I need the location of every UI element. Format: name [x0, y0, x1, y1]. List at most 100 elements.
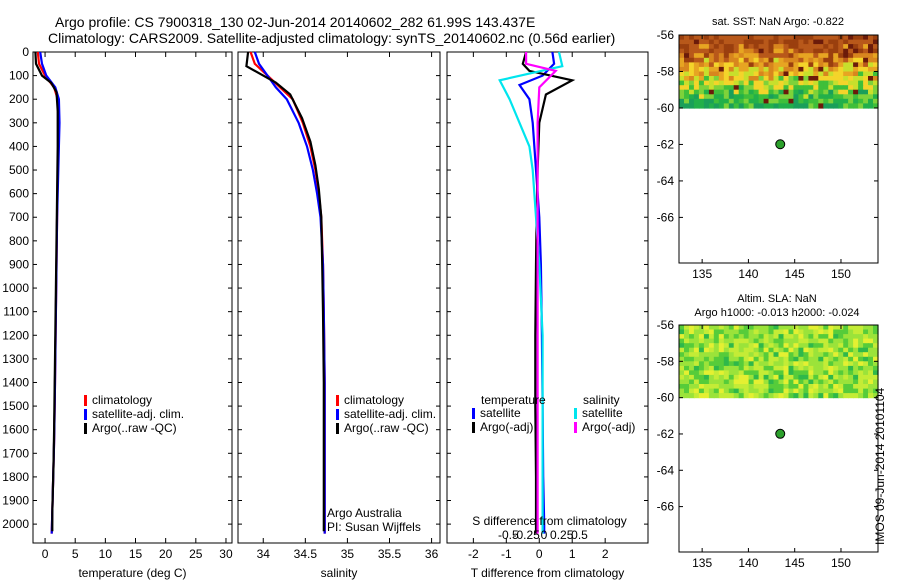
map-cell	[708, 89, 715, 95]
map-cell	[763, 338, 770, 344]
map-cell	[818, 103, 824, 109]
map-cell	[743, 325, 750, 331]
map-cell	[679, 374, 685, 380]
map-cell	[858, 57, 864, 63]
map-cell	[713, 57, 720, 63]
map-cell	[753, 48, 760, 54]
map-cell	[833, 94, 839, 100]
map-cell	[778, 393, 785, 399]
map-cell	[748, 39, 755, 45]
map-cell	[843, 57, 849, 63]
map-cell	[753, 329, 760, 335]
map-cell	[873, 393, 879, 399]
map-cell	[728, 35, 735, 41]
map-cell	[738, 379, 745, 385]
map-cell	[798, 343, 804, 349]
map-cell	[743, 356, 750, 362]
map-cell	[748, 325, 755, 331]
map-cell	[738, 53, 745, 59]
sst-map-panel: sat. SST: NaN Argo: -0.822 135 140 145 150 -5…	[657, 16, 879, 281]
map-cell	[718, 94, 725, 100]
map-cell	[823, 94, 829, 100]
map-cell	[723, 85, 730, 91]
map-cell	[863, 334, 869, 340]
map-cell	[748, 393, 755, 399]
x-tick-label: 10	[99, 547, 113, 561]
map-cell	[743, 53, 750, 59]
map-cell	[803, 62, 809, 68]
y-tick-label: 300	[9, 116, 29, 130]
map-cell	[853, 365, 859, 371]
map-cell	[798, 71, 804, 77]
map-cell	[698, 343, 705, 349]
map-cell	[838, 66, 844, 73]
map-cell	[743, 393, 750, 399]
map-cell	[828, 57, 834, 63]
map-cell	[703, 85, 710, 91]
map-cell	[853, 393, 859, 399]
map-cell	[703, 343, 710, 349]
map-cell	[728, 384, 735, 390]
map-cell	[693, 329, 700, 335]
map-cell	[748, 347, 755, 353]
map-cell	[718, 384, 725, 390]
map-cell	[823, 35, 829, 41]
map-cell	[689, 62, 695, 68]
map-cell	[843, 343, 849, 349]
map-cell	[728, 53, 735, 59]
map-cell	[783, 329, 790, 335]
map-cell	[813, 76, 819, 82]
y-tick-label: 1700	[2, 446, 29, 460]
x-tick-label: 150	[831, 267, 851, 281]
map-cell	[773, 98, 780, 104]
map-cell	[743, 76, 750, 82]
map-cell	[838, 379, 844, 385]
map-cell	[868, 71, 874, 77]
map-cell	[843, 66, 849, 73]
map-cell	[858, 53, 864, 59]
map-cell	[873, 103, 879, 109]
map-cell	[813, 35, 819, 41]
map-cell	[848, 76, 854, 82]
map-cell	[848, 334, 854, 340]
map-cell	[748, 57, 755, 63]
map-cell	[773, 94, 780, 100]
map-cell	[728, 44, 735, 50]
map-cell	[773, 384, 780, 390]
map-cell	[738, 384, 745, 390]
map-cell	[783, 57, 790, 63]
map-cell	[733, 62, 740, 68]
map-cell	[868, 94, 874, 100]
map-cell	[798, 361, 804, 367]
map-cell	[838, 85, 844, 91]
map-cell	[808, 388, 814, 394]
map-cell	[768, 329, 775, 335]
map-cell	[813, 325, 819, 331]
map-cell	[868, 103, 874, 109]
map-cell	[833, 329, 839, 335]
map-cell	[823, 57, 829, 63]
map-cell	[698, 379, 705, 385]
map-cell	[679, 356, 685, 362]
map-cell	[798, 379, 804, 385]
map-cell	[788, 374, 795, 380]
map-cell	[718, 53, 725, 59]
map-cell	[728, 62, 735, 68]
map-cell	[833, 388, 839, 394]
map-cell	[803, 347, 809, 353]
map-cell	[858, 379, 864, 385]
map-cell	[758, 71, 765, 77]
map-cell	[788, 352, 795, 358]
map-cell	[813, 48, 819, 54]
map-cell	[808, 365, 814, 371]
map-cell	[803, 103, 809, 109]
map-cell	[723, 334, 730, 340]
map-cell	[803, 374, 809, 380]
map-cell	[723, 35, 730, 41]
map-cell	[833, 361, 839, 367]
map-cell	[858, 352, 864, 358]
map-cell	[713, 325, 720, 331]
map-cell	[698, 103, 705, 109]
map-cell	[679, 384, 685, 390]
map-cell	[684, 53, 690, 59]
